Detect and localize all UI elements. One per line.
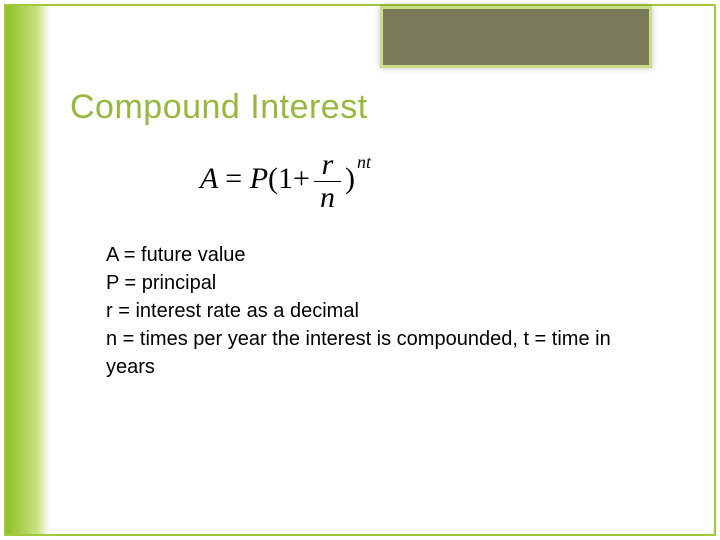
formula-exponent: nt — [357, 152, 371, 172]
formula-lhs: A — [200, 162, 218, 195]
fraction-numerator: r — [314, 149, 341, 182]
def-p: P = principal — [106, 269, 646, 297]
formula-one: 1 — [278, 162, 293, 195]
formula-P: P — [250, 162, 268, 195]
lparen: ( — [268, 162, 278, 195]
def-n: n = times per year the interest is compo… — [106, 325, 646, 381]
slide-title: Compound Interest — [70, 88, 680, 127]
fraction: rn — [314, 149, 341, 213]
plus-sign: + — [293, 162, 310, 195]
equals-sign: = — [225, 162, 242, 195]
slide-content: Compound Interest A = P(1+rn)nt A = futu… — [70, 88, 680, 381]
decorative-corner-box — [380, 6, 652, 68]
rparen: ) — [345, 162, 355, 195]
def-a: A = future value — [106, 241, 646, 269]
left-gradient-bar — [6, 6, 50, 534]
definitions: A = future value P = principal r = inter… — [106, 241, 646, 381]
fraction-denominator: n — [314, 182, 341, 214]
def-r: r = interest rate as a decimal — [106, 297, 646, 325]
formula: A = P(1+rn)nt — [200, 149, 680, 213]
